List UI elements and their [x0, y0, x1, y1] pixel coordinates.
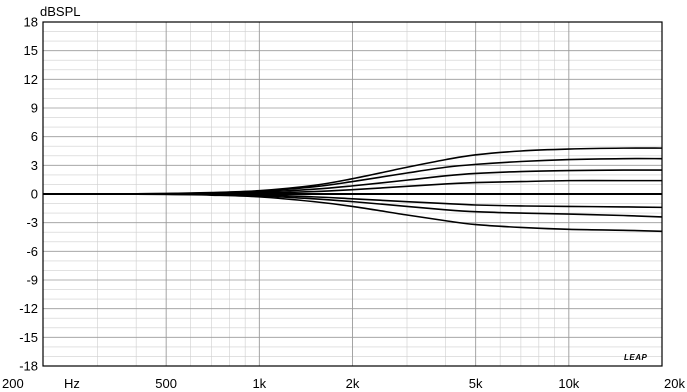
x-tick-label: 5k — [469, 376, 483, 391]
y-tick-label: -9 — [26, 273, 38, 288]
x-axis-tick-labels: 200 500 1k 2k 5k 10k 20k — [2, 376, 685, 391]
series-line-5 — [91, 193, 663, 209]
series-line-7 — [91, 193, 663, 233]
x-tick-label: 20k — [664, 376, 685, 391]
x-tick-label: 500 — [155, 376, 177, 391]
x-tick-label: 10k — [558, 376, 579, 391]
y-tick-label: -3 — [26, 215, 38, 230]
x-tick-label: 1k — [252, 376, 266, 391]
y-tick-label: 6 — [31, 129, 38, 144]
x-tick-label: 200 — [2, 376, 24, 391]
brand-logo: LEAP — [624, 353, 648, 362]
y-tick-label: 0 — [31, 187, 38, 202]
y-axis-tick-labels: 18 15 12 9 6 3 0 -3 -6 -9 -12 -15 -18 — [19, 15, 38, 374]
y-tick-label: 18 — [24, 15, 38, 30]
y-tick-label: -12 — [19, 301, 38, 316]
x-tick-label: 2k — [346, 376, 360, 391]
y-tick-label: -6 — [26, 244, 38, 259]
series-layer — [91, 147, 663, 233]
y-axis-label: dBSPL — [40, 4, 80, 19]
y-tick-label: -15 — [19, 330, 38, 345]
x-axis-unit: Hz — [64, 376, 80, 391]
y-tick-label: 12 — [24, 72, 38, 87]
y-tick-label: 9 — [31, 101, 38, 116]
y-tick-label: 15 — [24, 43, 38, 58]
series-line-6 — [91, 193, 663, 218]
y-tick-label: 3 — [31, 158, 38, 173]
y-tick-label: -18 — [19, 359, 38, 374]
